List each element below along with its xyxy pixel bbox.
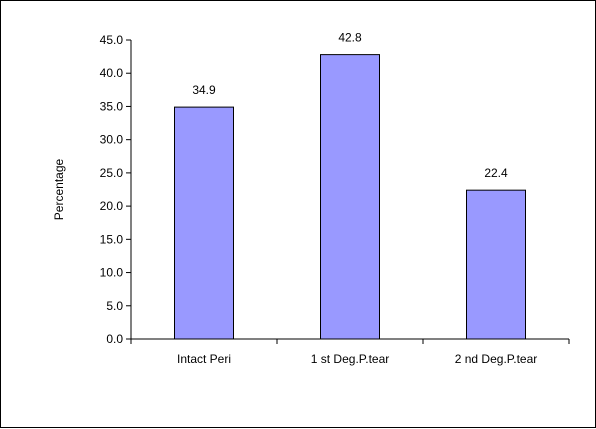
- data-label: 34.9: [192, 83, 216, 97]
- bar: [466, 189, 526, 340]
- y-tick-label: 40.0: [100, 66, 124, 80]
- y-axis-label: Percentage: [52, 158, 66, 220]
- y-tick-label: 45.0: [100, 33, 124, 47]
- y-tick-label: 30.0: [100, 133, 124, 147]
- y-tick-label: 35.0: [100, 99, 124, 113]
- y-tick-label: 15.0: [100, 232, 124, 246]
- y-tick-label: 0.0: [106, 332, 123, 346]
- y-tick-label: 5.0: [106, 299, 123, 313]
- bar: [320, 54, 380, 340]
- x-axis-categories: Intact Peri 1 st Deg.P.tear 2 nd Deg.P.tea…: [130, 339, 570, 366]
- x-category-label: 1 st Deg.P.tear: [311, 352, 390, 366]
- data-label: 22.4: [484, 166, 508, 180]
- y-tick-label: 25.0: [100, 166, 124, 180]
- data-labels: 34.9 42.8 22.4: [192, 31, 508, 181]
- bars: [174, 54, 526, 340]
- bar: [174, 106, 234, 340]
- data-label: 42.8: [338, 31, 362, 45]
- y-tick-label: 20.0: [100, 199, 124, 213]
- x-category-label: Intact Peri: [177, 352, 231, 366]
- x-category-label: 2 nd Deg.P.tear: [455, 352, 538, 366]
- y-axis-ticks: 0.0 5.0 10.0 15.0 20.0 25.0 30.0 35.0 40.0 45.0: [100, 33, 131, 346]
- y-tick-label: 10.0: [100, 266, 124, 280]
